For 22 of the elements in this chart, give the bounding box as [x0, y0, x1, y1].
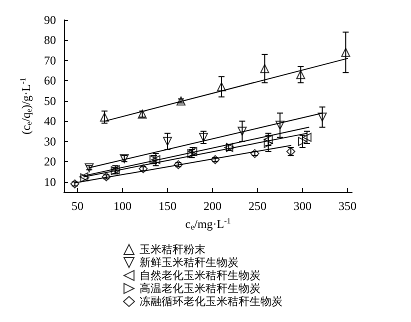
y-tick-label: 10 — [44, 174, 56, 189]
y-tick-label: 60 — [44, 74, 56, 88]
y-tick-label: 30 — [44, 134, 56, 148]
legend-label: 玉米秸秆粉末 — [140, 243, 206, 256]
y-tick-label: 70 — [44, 53, 56, 68]
legend-label: 高温老化玉米秸秆生物炭 — [140, 282, 260, 295]
y-tick-label: 90 — [44, 13, 56, 27]
x-tick-label: 250 — [248, 199, 266, 213]
y-tick-label: 20 — [44, 154, 56, 169]
x-tick-label: 350 — [338, 199, 356, 213]
x-tick-label: 150 — [158, 199, 176, 213]
y-tick-label: 50 — [44, 94, 56, 108]
legend-label: 冻融循环老化玉米秸秆生物炭 — [140, 295, 282, 308]
legend-label: 新鲜玉米秸秆生物炭 — [140, 256, 238, 269]
y-tick-label: 40 — [44, 114, 56, 128]
y-axis-title: (ce/qe)/g·L-1 — [18, 77, 34, 135]
legend-label: 自然老化玉米秸秆生物炭 — [140, 269, 260, 282]
x-tick-label: 300 — [294, 199, 312, 213]
x-tick-label: 50 — [72, 199, 84, 213]
x-tick-label: 100 — [114, 199, 132, 213]
y-tick-label: 80 — [44, 33, 56, 48]
x-tick-label: 200 — [204, 199, 222, 213]
